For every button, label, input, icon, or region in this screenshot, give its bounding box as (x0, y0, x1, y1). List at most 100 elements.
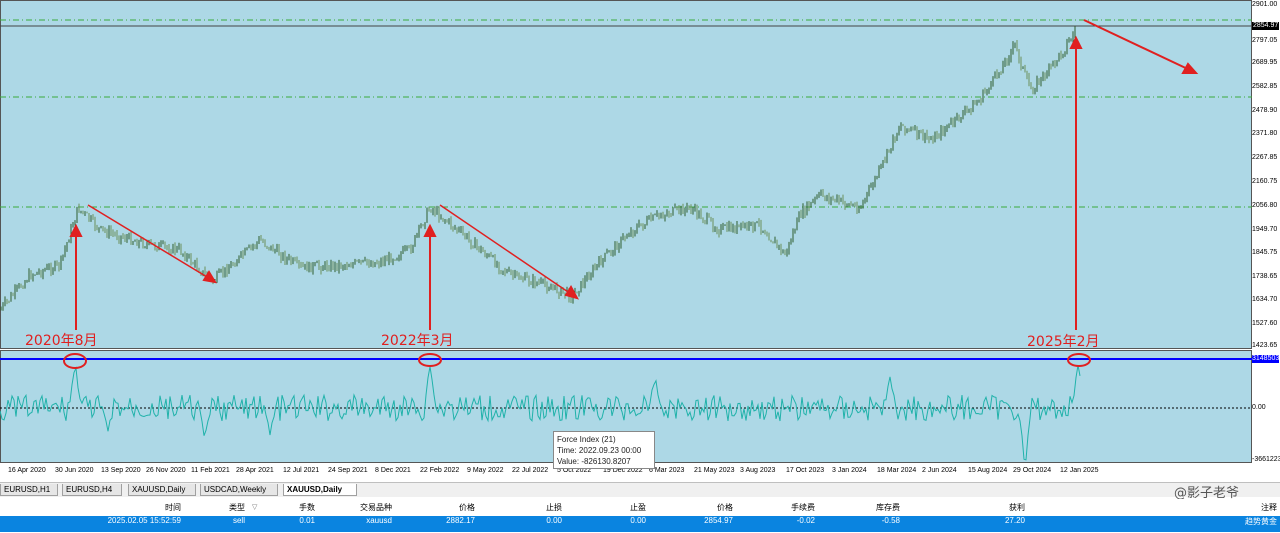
date-label: 9 May 2022 (467, 467, 504, 474)
indicator-level-label: 3148503 (1252, 355, 1280, 363)
trade-table: 时间 类型 手数 交易品种 价格 止损 止盈 价格 手续费 库存费 获利 注释 … (0, 499, 1280, 533)
indicator-axis: 3148503 0.00 -3661223 (1252, 350, 1280, 463)
table-row[interactable]: 2025.02.05 15:52:59 sell 0.01 xauusd 288… (0, 516, 1280, 532)
price-axis-label: 1845.75 (1252, 249, 1278, 256)
col-sl[interactable]: 止损 (546, 503, 562, 512)
col-time[interactable]: 时间 (165, 503, 181, 512)
price-axis-label: 1423.65 (1252, 342, 1278, 349)
arrow-head (202, 270, 217, 284)
arrow-head (423, 223, 437, 237)
date-label: 24 Sep 2021 (328, 467, 368, 474)
date-label: 6 Mar 2023 (649, 467, 685, 474)
trend-arrows (69, 19, 1199, 330)
tab-xauusd-daily-active[interactable]: XAUUSD,Daily (283, 484, 357, 496)
price-axis-label: 2582.85 (1252, 83, 1278, 90)
date-label: 11 Feb 2021 (191, 467, 230, 474)
date-label: 16 Apr 2020 (8, 467, 46, 474)
tooltip-title: Force Index (21) (557, 435, 616, 444)
price-candles (0, 26, 1076, 311)
date-label: 12 Jul 2021 (283, 467, 320, 474)
trend-arrow-2022 (439, 204, 575, 297)
date-label: 12 Jan 2025 (1060, 467, 1099, 474)
indicator-tooltip: Force Index (21) Time: 2022.09.23 00:00 … (553, 431, 655, 469)
col-symbol[interactable]: 交易品种 (360, 503, 392, 512)
cell-swap: -0.58 (881, 516, 900, 525)
tooltip-time: Time: 2022.09.23 00:00 (557, 446, 642, 455)
arrow-head (564, 285, 580, 300)
col-type[interactable]: 类型 (229, 503, 245, 512)
date-label: 17 Oct 2023 (786, 467, 825, 474)
price-axis-label: 2689.95 (1252, 59, 1278, 66)
cell-symbol: xauusd (366, 516, 392, 525)
trend-arrow-2020 (87, 204, 213, 281)
price-axis-label: 1738.65 (1252, 273, 1278, 280)
date-label: 19 Dec 2022 (603, 467, 643, 474)
cell-price-current: 2854.97 (704, 516, 733, 525)
tab-eurusd-h1[interactable]: EURUSD,H1 (0, 484, 58, 496)
date-label: 13 Sep 2020 (101, 467, 141, 474)
arrow-head (1069, 35, 1083, 49)
col-price[interactable]: 价格 (459, 503, 475, 512)
date-label: 2 Jun 2024 (922, 467, 957, 474)
date-label: 22 Jul 2022 (512, 467, 549, 474)
col-tp[interactable]: 止盈 (630, 503, 646, 512)
price-axis-label: 2478.90 (1252, 107, 1278, 114)
highlight-ellipses (63, 353, 1091, 369)
price-axis-label: 1527.60 (1252, 320, 1278, 327)
arrow-head (1181, 62, 1199, 74)
price-axis-label: 2160.75 (1252, 178, 1278, 185)
col-commission[interactable]: 手续费 (791, 503, 815, 512)
watermark: @影子老爷 (1174, 486, 1240, 501)
price-axis-label: 2901.00 (1252, 1, 1278, 8)
date-label: 18 Mar 2024 (877, 467, 917, 474)
cell-comment: 趋势黄金 (1245, 517, 1277, 526)
date-label: 3 Aug 2023 (740, 467, 776, 474)
date-axis (0, 463, 1280, 481)
cell-type: sell (232, 516, 245, 525)
ellipse-2022 (418, 353, 442, 367)
price-axis-label: 1949.70 (1252, 226, 1278, 233)
arrow-head (69, 223, 83, 237)
col-lots[interactable]: 手数 (299, 503, 315, 512)
table-header: 时间 类型 手数 交易品种 价格 止损 止盈 价格 手续费 库存费 获利 注释 … (0, 499, 1280, 517)
sort-arrow-icon[interactable]: ▽ (252, 504, 258, 511)
date-label: 21 May 2023 (694, 467, 735, 474)
cell-tp: 0.00 (630, 516, 646, 525)
col-price-current[interactable]: 价格 (717, 503, 733, 512)
annotation-2020: 2020年8月 (25, 333, 98, 349)
date-label: 8 Dec 2021 (375, 467, 411, 474)
date-label: 22 Feb 2022 (420, 467, 460, 474)
date-label: 28 Apr 2021 (236, 467, 274, 474)
price-axis-label: 2056.80 (1252, 202, 1278, 209)
date-label: 3 Jan 2024 (832, 467, 867, 474)
force-index-line (0, 365, 1081, 461)
col-comment[interactable]: 注释 (1261, 503, 1277, 512)
col-swap[interactable]: 库存费 (876, 503, 900, 512)
cell-time: 2025.02.05 15:52:59 (107, 516, 181, 525)
cell-price: 2882.17 (446, 516, 475, 525)
tab-eurusd-h4[interactable]: EURUSD,H4 (62, 484, 122, 496)
price-axis-label: 2797.05 (1252, 37, 1278, 44)
cell-lots: 0.01 (299, 516, 315, 525)
price-chart[interactable] (0, 0, 1252, 349)
tab-usdcad-weekly[interactable]: USDCAD,Weekly (200, 484, 278, 496)
date-label: 5 Oct 2022 (557, 467, 592, 474)
chart-tabs: EURUSD,H1 EURUSD,H4 XAUUSD,Daily USDCAD,… (0, 482, 1280, 497)
date-label: 29 Oct 2024 (1013, 467, 1052, 474)
col-profit[interactable]: 获利 (1009, 503, 1025, 512)
cell-profit: 27.20 (1004, 516, 1025, 525)
annotation-2025: 2025年2月 (1027, 334, 1100, 350)
trend-arrow-2025 (1083, 19, 1193, 72)
cell-sl: 0.00 (546, 516, 562, 525)
date-label: 26 Nov 2020 (146, 467, 186, 474)
tab-xauusd-daily[interactable]: XAUUSD,Daily (128, 484, 196, 496)
indicator-axis-label: -3661223 (1252, 456, 1280, 463)
date-label: 30 Jun 2020 (55, 467, 94, 474)
current-price-label: 2854.97 (1252, 22, 1280, 30)
cell-commission: -0.02 (796, 516, 815, 525)
price-axis-label: 2267.85 (1252, 154, 1278, 161)
ellipse-2025 (1067, 353, 1091, 367)
price-axis-label: 2371.80 (1252, 130, 1278, 137)
price-axis-label: 1634.70 (1252, 296, 1278, 303)
